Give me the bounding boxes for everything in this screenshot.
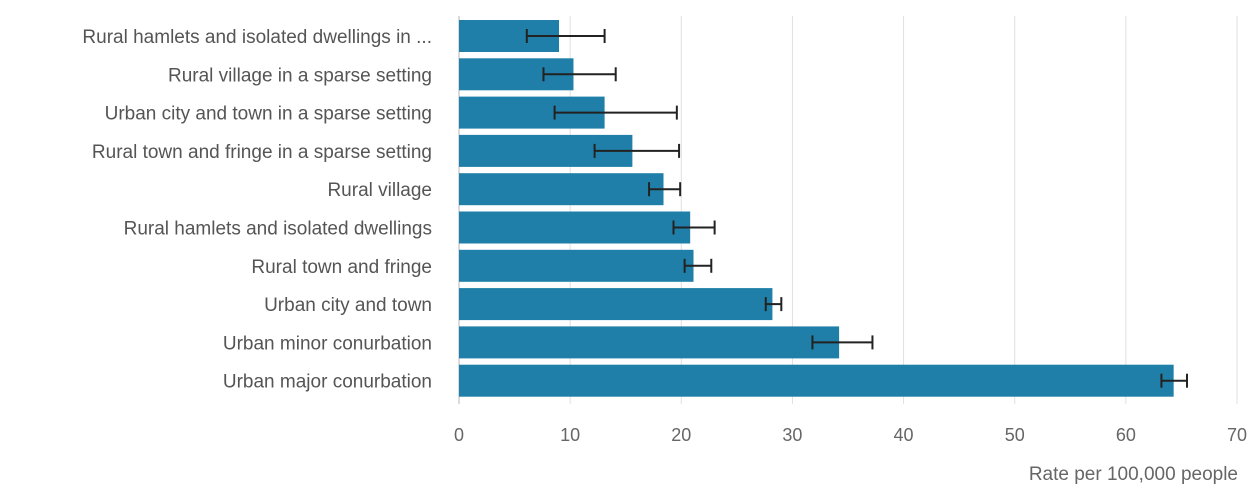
bar <box>459 211 691 244</box>
bar <box>459 249 694 282</box>
error-bar <box>542 67 617 82</box>
error-bar <box>553 105 678 120</box>
error-bar <box>811 335 874 350</box>
error-bars <box>525 29 1188 388</box>
x-tick-label: 40 <box>894 425 914 445</box>
x-tick-label: 0 <box>454 425 464 445</box>
category-labels: Rural hamlets and isolated dwellings in … <box>82 27 432 393</box>
x-tick-label: 20 <box>671 425 691 445</box>
category-label: Rural town and fringe in a sparse settin… <box>92 142 432 163</box>
x-tick-label: 70 <box>1227 425 1247 445</box>
category-label: Rural hamlets and isolated dwellings <box>124 219 432 240</box>
bar <box>459 173 664 206</box>
category-label: Urban city and town in a sparse setting <box>105 104 432 125</box>
x-tick-label: 60 <box>1116 425 1136 445</box>
x-tick-labels: 0 10 20 30 40 50 60 70 <box>454 425 1247 445</box>
error-bar <box>593 143 681 158</box>
category-label: Urban minor conurbation <box>223 333 432 354</box>
bar <box>459 288 773 321</box>
x-tick-label: 50 <box>1005 425 1025 445</box>
error-bar <box>525 29 606 43</box>
bars <box>459 20 1174 397</box>
x-axis-label: Rate per 100,000 people <box>1029 464 1238 485</box>
category-label: Urban city and town <box>264 295 432 316</box>
category-label: Rural town and fringe <box>251 257 432 278</box>
x-tick-label: 10 <box>560 425 580 445</box>
error-bar <box>1160 373 1188 388</box>
category-label: Rural village in a sparse setting <box>168 65 432 86</box>
error-bar <box>672 220 716 235</box>
bar <box>459 364 1174 397</box>
error-bar <box>683 258 713 273</box>
error-bar <box>764 297 783 312</box>
category-label: Urban major conurbation <box>223 372 432 393</box>
error-bar <box>648 182 682 197</box>
category-label: Rural hamlets and isolated dwellings in … <box>82 27 432 48</box>
category-label: Rural village <box>327 180 432 201</box>
x-tick-label: 30 <box>782 425 802 445</box>
bar <box>459 326 840 359</box>
